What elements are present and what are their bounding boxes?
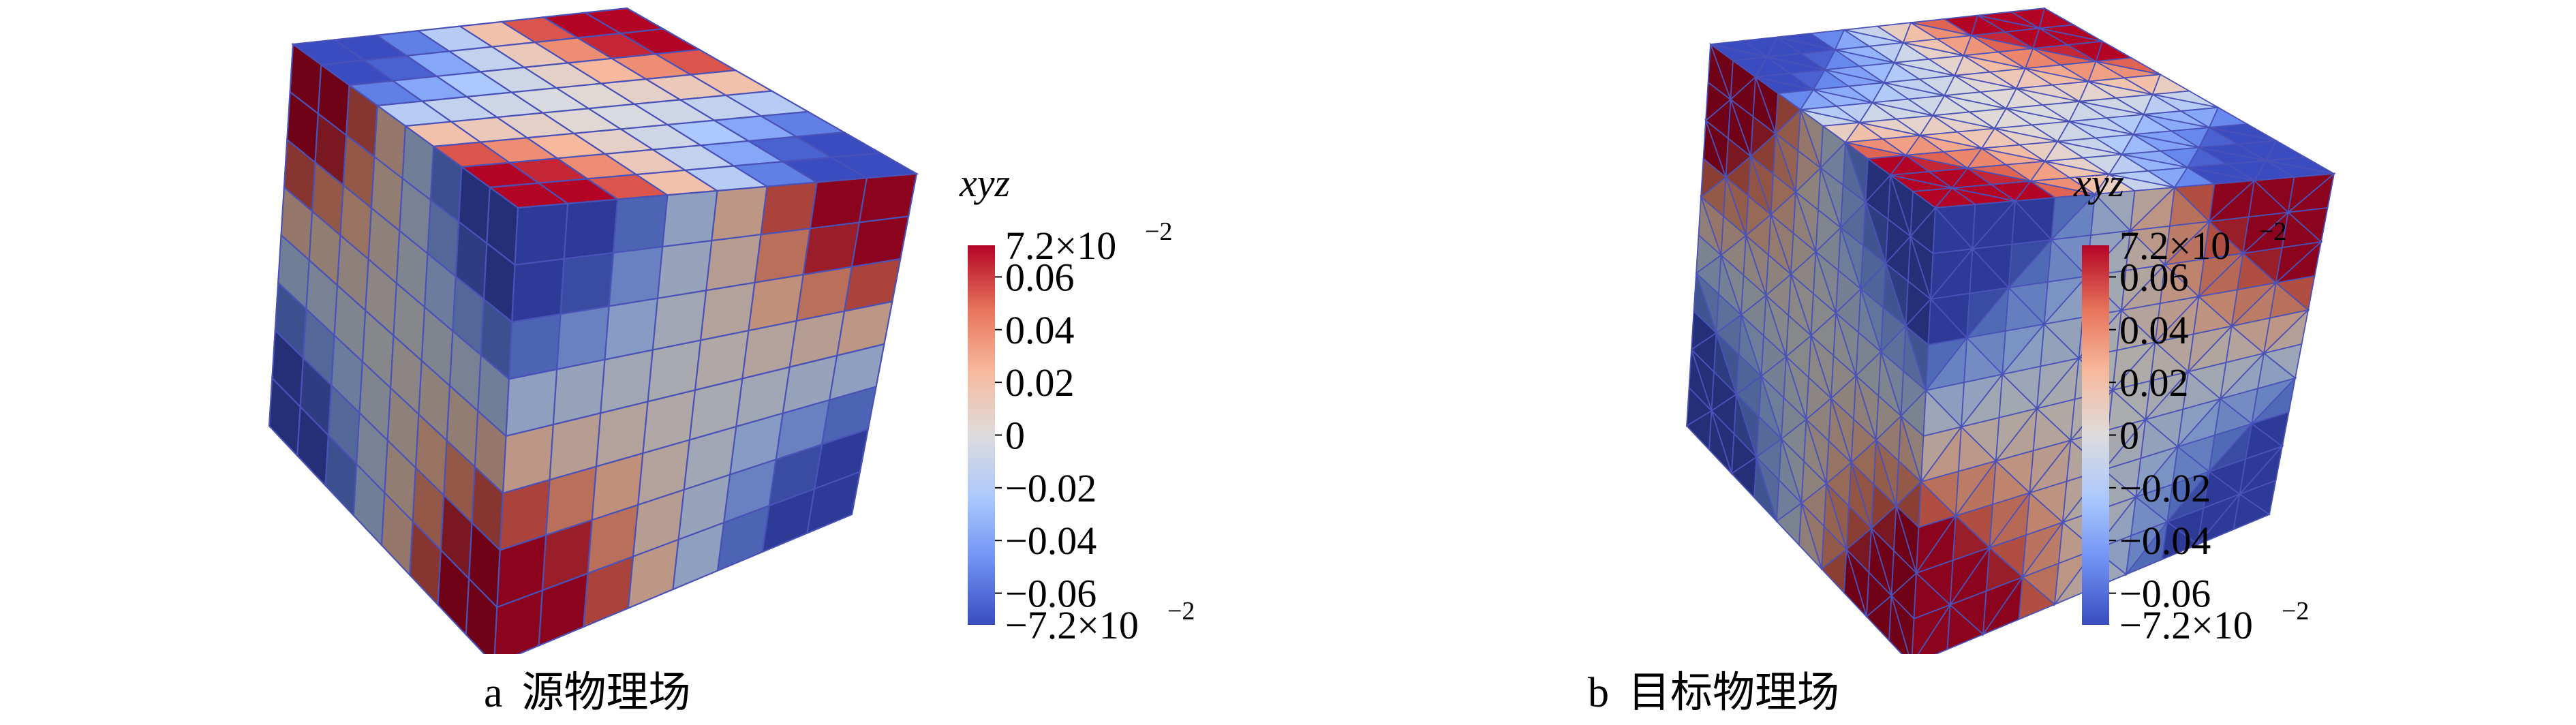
colorbar-min-exponent: −2	[1167, 597, 1195, 626]
mesh-cell	[1946, 603, 1984, 651]
colorbar-max-exponent: −2	[2259, 217, 2286, 246]
colorbar-gradient	[2082, 245, 2109, 625]
mesh-cell	[711, 185, 768, 242]
colorbar-min-exponent: −2	[2282, 597, 2309, 626]
mesh-cell	[1798, 503, 1822, 570]
colorbar-title: xyz	[959, 161, 1010, 205]
colorbar-gradient	[968, 245, 995, 625]
colorbar-tick-label: 0.04	[2119, 308, 2189, 352]
colorbar-a: xyz 7.2×10 −2 0.06 0.04 0.02 0 −0.02 −0.04 −0.06…	[959, 161, 1195, 647]
panel-a-figure: xyz 7.2×10 −2 0.06 0.04 0.02 0 −0.02 −0.04 −0.06…	[268, 7, 1195, 654]
colorbar-tick-label: 0	[2119, 414, 2139, 458]
mesh-cell	[511, 258, 565, 323]
colorbar-tick-label: −0.04	[1005, 519, 1097, 563]
mesh-cell	[608, 245, 664, 307]
caption-b: b 目标物理场	[1588, 658, 1839, 719]
colorbar-max-exponent: −2	[1145, 217, 1172, 246]
colorbar-title: xyz	[2073, 161, 2124, 205]
caption-letter: a	[484, 670, 503, 716]
mesh-cell	[508, 313, 562, 380]
colorbar-tick-label: 0	[1005, 414, 1025, 458]
mesh-cell	[1708, 410, 1732, 474]
panel-b-figure: xyz 7.2×10 −2 0.06 0.04 0.02 0 −0.02 −0.04 −0.06…	[1685, 7, 2336, 654]
mesh-cell	[563, 198, 619, 260]
mesh-cell	[1888, 595, 1910, 654]
mesh-cell	[2233, 493, 2271, 531]
colorbar-tick-label: 0.06	[1005, 255, 1075, 299]
colorbar-tick-label: 0.02	[1005, 360, 1075, 405]
mesh-cell	[2161, 521, 2199, 561]
colorbar-tick-label: −0.04	[2119, 519, 2211, 563]
colorbar-max-label: 7.2×10	[2119, 223, 2230, 268]
colorbar-tick-label: −0.02	[1005, 466, 1097, 510]
mesh-cell	[1753, 457, 1777, 522]
mesh-cell	[858, 172, 918, 223]
mesh-cell	[661, 189, 718, 248]
cube-tet-mesh	[1685, 7, 2336, 654]
mesh-cell	[809, 177, 868, 230]
caption-letter: b	[1588, 670, 1609, 716]
mesh-cell	[2018, 576, 2056, 621]
caption-text: 源物理场	[521, 670, 691, 716]
colorbar-min-label: −7.2×10	[2119, 603, 2253, 647]
caption-a: a 源物理场	[484, 658, 691, 719]
mesh-cell	[705, 233, 762, 292]
mesh-cell	[656, 239, 713, 300]
mesh-cell	[760, 181, 818, 236]
colorbar-tick-label: 0.06	[2119, 255, 2189, 299]
mesh-cell	[559, 251, 615, 315]
cube-hex-mesh	[268, 7, 919, 654]
colorbar-tick-label: −0.06	[2119, 572, 2211, 616]
mesh-cell	[806, 470, 861, 535]
mesh-cell	[465, 576, 498, 654]
colorbar-tick-label: −0.02	[2119, 466, 2211, 510]
colorbar-tick-label: −0.06	[1005, 572, 1097, 616]
panel-a: xyz 7.2×10 −2 0.06 0.04 0.02 0 −0.02 −0.04 −0.06…	[268, 7, 1195, 719]
colorbar-min-label: −7.2×10	[1005, 603, 1139, 647]
mesh-cell	[514, 202, 569, 266]
mesh-cell	[1843, 549, 1867, 617]
caption-text: 目标物理场	[1628, 670, 1840, 716]
panel-b: xyz 7.2×10 −2 0.06 0.04 0.02 0 −0.02 −0.04 −0.06…	[1288, 0, 2576, 725]
colorbar-tick-label: 0.04	[1005, 308, 1075, 352]
mesh-cell	[612, 194, 669, 254]
colorbar-max-label: 7.2×10	[1005, 223, 1116, 268]
colorbar-tick-label: 0.02	[2119, 360, 2189, 405]
colorbar-b: xyz 7.2×10 −2 0.06 0.04 0.02 0 −0.02 −0.04 −0.06…	[2073, 161, 2309, 647]
